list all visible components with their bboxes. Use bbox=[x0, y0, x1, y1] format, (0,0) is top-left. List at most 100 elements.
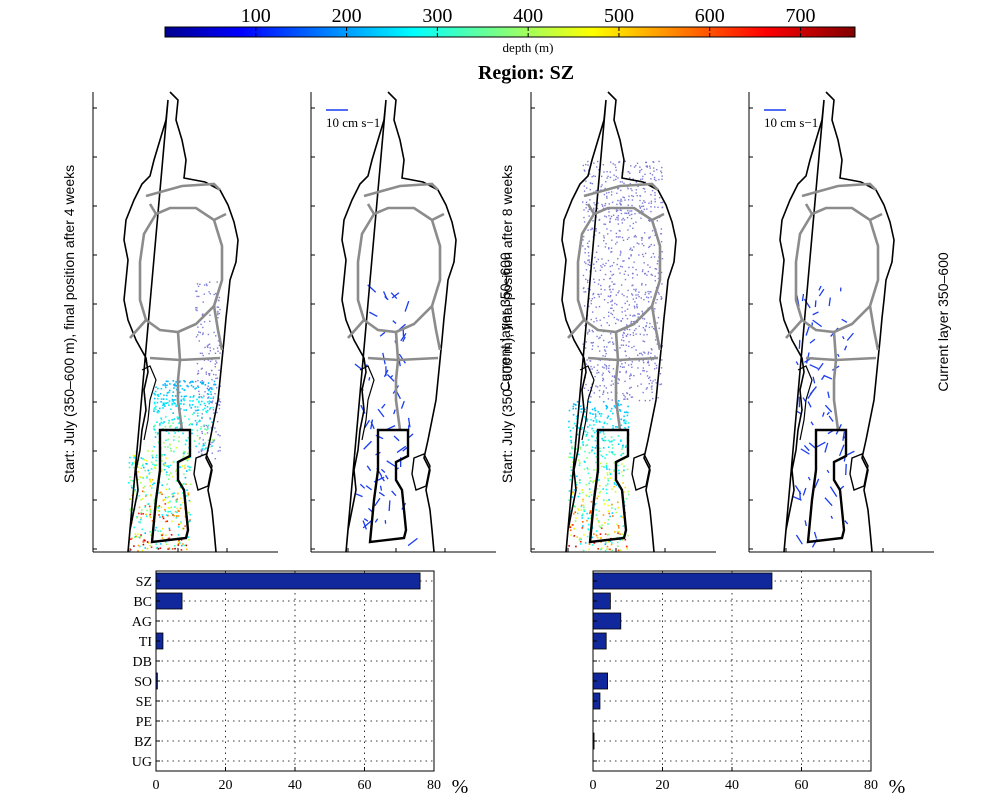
particle bbox=[610, 333, 612, 335]
particle bbox=[171, 395, 174, 397]
particle bbox=[622, 445, 624, 447]
particle bbox=[197, 379, 199, 382]
particle bbox=[588, 329, 590, 331]
particle bbox=[624, 160, 626, 163]
particle bbox=[161, 453, 164, 456]
particle bbox=[625, 411, 628, 413]
particle bbox=[207, 385, 209, 387]
particle bbox=[616, 541, 619, 544]
particle bbox=[178, 523, 180, 526]
particle bbox=[588, 305, 590, 308]
particle bbox=[217, 433, 219, 436]
particle bbox=[617, 525, 620, 527]
particle bbox=[596, 517, 598, 520]
particle bbox=[611, 281, 613, 283]
particle bbox=[186, 489, 188, 491]
particle bbox=[187, 465, 189, 468]
particle bbox=[145, 494, 148, 496]
particle bbox=[159, 543, 162, 545]
particle bbox=[203, 395, 205, 397]
particle bbox=[625, 420, 627, 422]
particle bbox=[164, 496, 167, 499]
particle bbox=[211, 400, 214, 402]
particle bbox=[189, 404, 191, 407]
particle bbox=[185, 395, 187, 397]
particle bbox=[630, 320, 633, 323]
particle bbox=[593, 452, 596, 455]
particle bbox=[216, 377, 219, 379]
particle bbox=[188, 538, 190, 541]
current-vector bbox=[354, 363, 363, 371]
current-vector bbox=[826, 411, 830, 416]
particle bbox=[207, 344, 210, 346]
particle bbox=[620, 209, 622, 212]
particle bbox=[627, 490, 630, 493]
particle bbox=[595, 455, 598, 458]
particle bbox=[157, 411, 159, 414]
particle bbox=[593, 469, 595, 471]
particle bbox=[631, 294, 634, 296]
particle bbox=[589, 289, 591, 291]
particle bbox=[623, 332, 625, 335]
particle bbox=[611, 341, 614, 343]
particle bbox=[165, 473, 168, 476]
particle bbox=[129, 548, 132, 551]
particle bbox=[617, 177, 619, 179]
particle bbox=[603, 466, 605, 468]
particle bbox=[206, 345, 209, 347]
particle bbox=[173, 399, 175, 401]
particle bbox=[171, 418, 174, 421]
particle bbox=[173, 450, 175, 453]
particle bbox=[612, 163, 614, 165]
particle bbox=[623, 273, 626, 275]
particle bbox=[641, 205, 643, 208]
particle bbox=[598, 521, 600, 524]
particle bbox=[616, 263, 618, 266]
particle bbox=[609, 548, 611, 551]
category-label: DB bbox=[133, 655, 152, 670]
particle bbox=[215, 431, 217, 433]
particle bbox=[619, 549, 622, 552]
particle bbox=[629, 172, 631, 174]
particle bbox=[649, 165, 651, 167]
particle bbox=[190, 384, 193, 387]
particle bbox=[201, 417, 203, 419]
particle bbox=[635, 288, 637, 291]
particle bbox=[639, 166, 641, 168]
particle bbox=[626, 546, 628, 549]
particle bbox=[598, 279, 600, 281]
category-label: PE bbox=[136, 715, 152, 730]
particle bbox=[613, 376, 616, 379]
particle bbox=[149, 515, 151, 518]
x-tick-label: 40 bbox=[288, 778, 302, 793]
particle bbox=[593, 267, 595, 269]
particle bbox=[140, 467, 143, 470]
category-label: TI bbox=[139, 635, 153, 650]
particle bbox=[593, 480, 596, 482]
particle bbox=[571, 456, 573, 459]
current-vector bbox=[828, 297, 831, 307]
particle bbox=[573, 527, 575, 530]
current-vector bbox=[390, 292, 398, 300]
particle bbox=[633, 305, 636, 308]
particle bbox=[202, 333, 204, 336]
particle bbox=[610, 504, 613, 507]
particle bbox=[611, 542, 613, 544]
category-label: AG bbox=[132, 615, 152, 630]
particle bbox=[649, 236, 651, 238]
particle bbox=[649, 291, 651, 293]
particle bbox=[635, 268, 637, 271]
particle bbox=[601, 437, 603, 440]
particle bbox=[604, 187, 606, 190]
particle bbox=[167, 422, 170, 424]
particle bbox=[647, 351, 650, 353]
particle bbox=[154, 529, 157, 532]
particle bbox=[609, 515, 611, 518]
particle bbox=[610, 251, 612, 253]
particle bbox=[142, 512, 145, 515]
particle bbox=[167, 465, 169, 467]
particle bbox=[582, 498, 584, 501]
particle bbox=[165, 534, 167, 536]
particle bbox=[581, 517, 584, 519]
particle bbox=[177, 422, 180, 425]
